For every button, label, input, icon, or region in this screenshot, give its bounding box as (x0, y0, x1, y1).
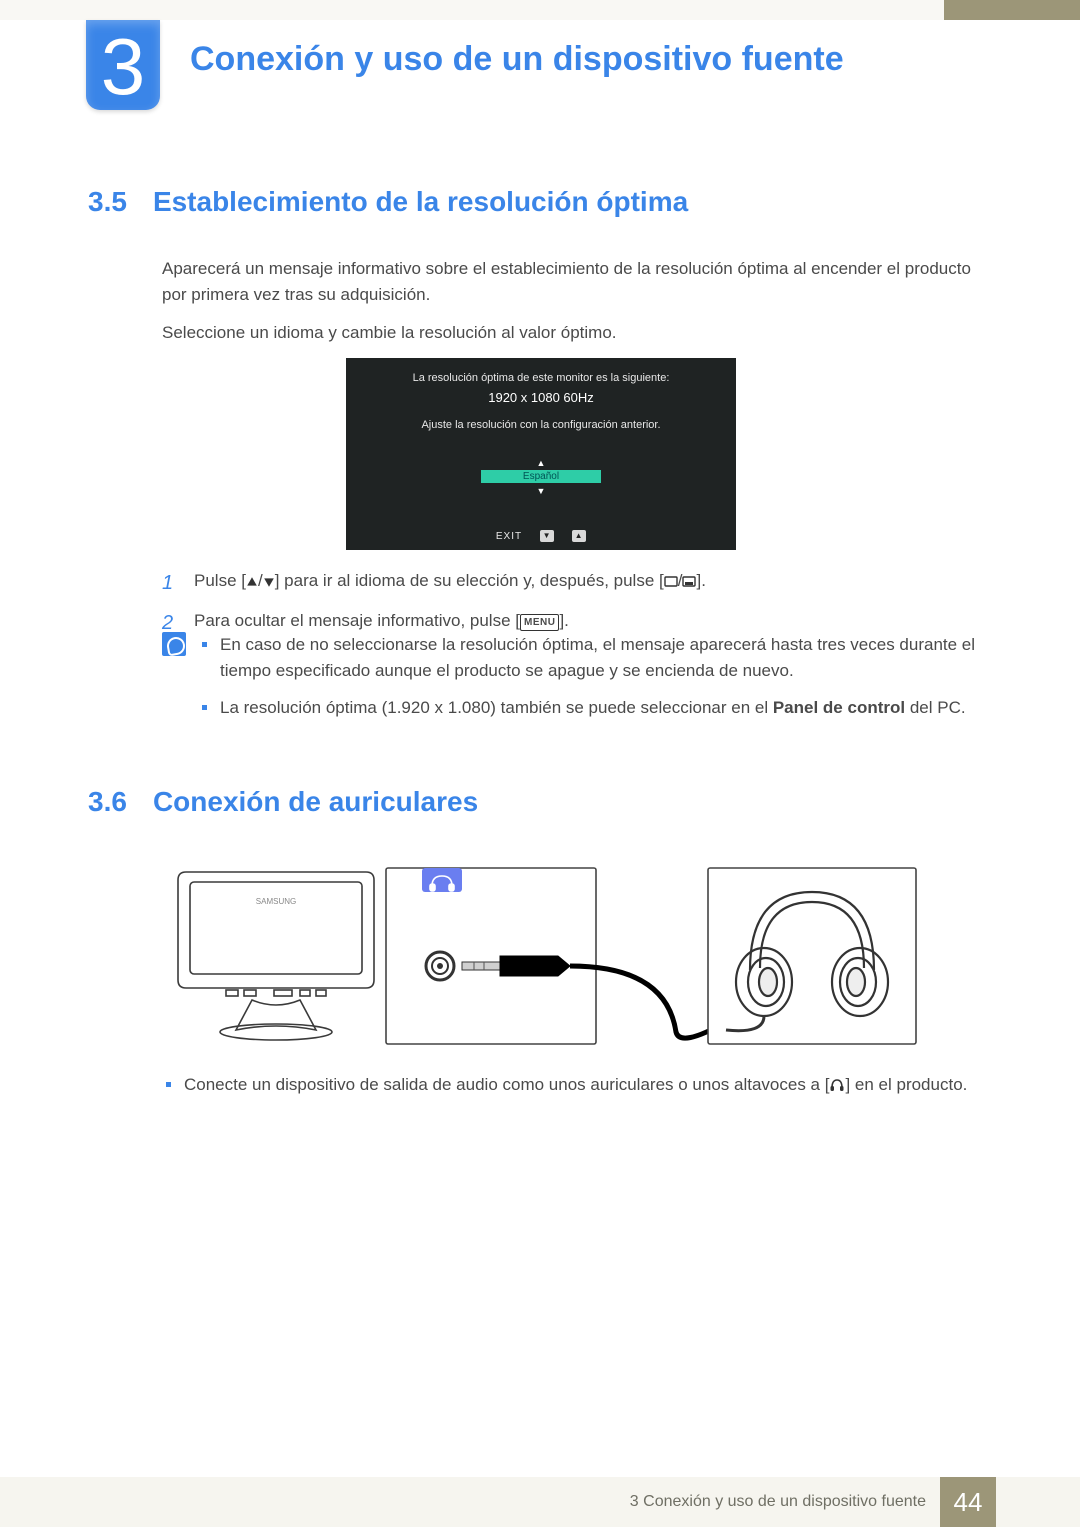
step-2-prefix: Para ocultar el mensaje informativo, pul… (194, 611, 520, 630)
osd-line-1: La resolución óptima de este monitor es … (346, 372, 736, 384)
note-block: En caso de no seleccionarse la resolució… (162, 632, 990, 733)
section-3-6-text: Conecte un dispositivo de salida de audi… (162, 1072, 990, 1098)
footer-text: 3 Conexión y uso de un dispositivo fuent… (0, 1477, 940, 1527)
section-3-6-number: 3.6 (88, 786, 127, 818)
osd-screenshot: La resolución óptima de este monitor es … (346, 358, 736, 550)
headphone-inline-icon (829, 1078, 845, 1092)
headphone-connection-diagram: SAMSUNG (166, 862, 918, 1050)
headphones-icon (708, 868, 916, 1044)
note-2: La resolución óptima (1.920 x 1.080) tam… (202, 695, 990, 721)
section-3-5-heading: 3.5 Establecimiento de la resolución ópt… (88, 186, 688, 218)
headphone-port-badge (422, 868, 462, 892)
step-1: 1 Pulse [/] para ir al idioma de su elec… (162, 568, 990, 598)
up-triangle-icon (246, 576, 258, 588)
note-icon (162, 632, 186, 656)
step-1-text: Pulse [/] para ir al idioma de su elecci… (194, 568, 706, 598)
section-3-6-heading: 3.6 Conexión de auriculares (88, 786, 478, 818)
footer-tail (996, 1477, 1080, 1527)
osd-up-arrow-icon: ▲ (346, 459, 736, 468)
section-3-5-number: 3.5 (88, 186, 127, 218)
menu-key-icon: MENU (520, 614, 559, 631)
down-triangle-icon (263, 576, 275, 588)
step-1-suffix: ]. (696, 571, 705, 590)
step-1-mid: ] para ir al idioma de su elección y, de… (275, 571, 664, 590)
osd-resolution: 1920 x 1080 60Hz (346, 390, 736, 405)
note-2-bold: Panel de control (773, 698, 905, 717)
footer-page-number: 44 (940, 1477, 996, 1527)
section-3-5-para-2: Seleccione un idioma y cambie la resoluc… (162, 320, 990, 346)
chapter-badge: 3 (86, 20, 160, 110)
page-footer: 3 Conexión y uso de un dispositivo fuent… (0, 1477, 1080, 1527)
chapter-title: Conexión y uso de un dispositivo fuente (190, 40, 844, 79)
osd-down-button-icon: ▼ (540, 530, 554, 542)
connect-bullet: Conecte un dispositivo de salida de audi… (162, 1072, 990, 1098)
connect-bullet-b: ] en el producto. (845, 1075, 967, 1094)
monitor-brand-label: SAMSUNG (256, 897, 296, 906)
osd-up-button-icon: ▲ (572, 530, 586, 542)
top-pale (0, 0, 944, 20)
osd-line-2: Ajuste la resolución con la configuració… (346, 419, 736, 431)
osd-bottom-row: EXIT ▼ ▲ (346, 530, 736, 542)
connect-bullet-a: Conecte un dispositivo de salida de audi… (184, 1075, 829, 1094)
note-2-b: del PC. (905, 698, 965, 717)
osd-down-arrow-icon: ▼ (346, 487, 736, 496)
source-icon (682, 576, 696, 588)
step-2-suffix: ]. (559, 611, 568, 630)
monitor-icon: SAMSUNG (178, 872, 374, 1040)
screen-icon (664, 576, 678, 588)
note-2-a: La resolución óptima (1.920 x 1.080) tam… (220, 698, 773, 717)
note-1: En caso de no seleccionarse la resolució… (202, 632, 990, 683)
osd-language-highlight: Español (481, 470, 601, 483)
section-3-5-title: Establecimiento de la resolución óptima (153, 186, 688, 218)
step-1-number: 1 (162, 568, 180, 598)
top-olive (944, 0, 1080, 20)
osd-exit-label: EXIT (496, 531, 522, 542)
section-3-5-para-1: Aparecerá un mensaje informativo sobre e… (162, 256, 990, 307)
section-3-6-title: Conexión de auriculares (153, 786, 478, 818)
note-list: En caso de no seleccionarse la resolució… (202, 632, 990, 733)
top-accent-bar (0, 0, 1080, 20)
step-1-prefix: Pulse [ (194, 571, 246, 590)
